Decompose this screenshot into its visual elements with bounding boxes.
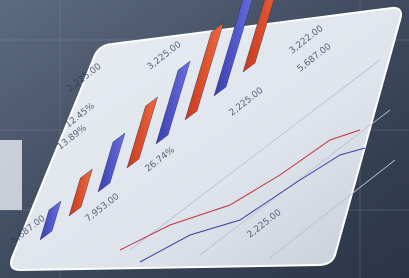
page: {"labels": [ {"text": "7,953.00"}, {"tex… bbox=[0, 0, 409, 278]
glow-panel bbox=[0, 140, 22, 210]
scene: 7,953.0026.74%2,225.003,222.005,687.005,… bbox=[0, 0, 409, 278]
